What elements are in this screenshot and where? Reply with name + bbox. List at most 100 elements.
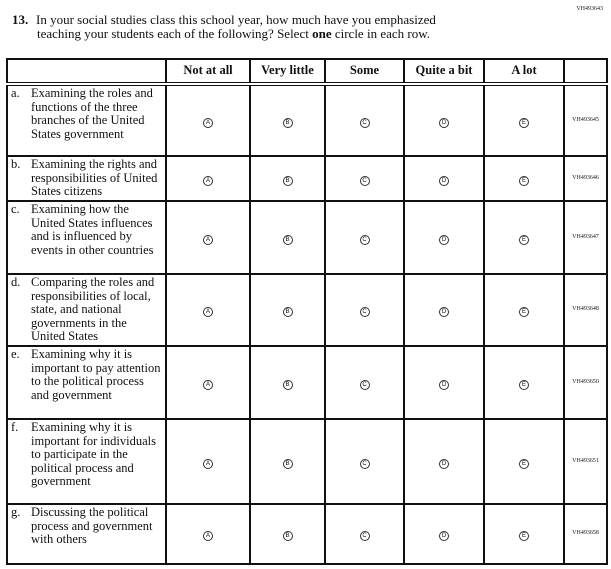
option-cell: B xyxy=(249,200,326,275)
option-cell: D xyxy=(403,345,485,420)
row-letter: g. xyxy=(11,505,21,519)
response-bubble[interactable]: B xyxy=(282,379,293,390)
option-cell: E xyxy=(483,345,565,420)
response-bubble[interactable]: A xyxy=(203,307,213,317)
option-cell: C xyxy=(324,418,405,505)
question-text: 13. In your social studies class this sch… xyxy=(12,13,436,41)
response-bubble[interactable]: E xyxy=(519,307,529,317)
option-cell: B xyxy=(249,83,326,157)
response-bubble[interactable]: B xyxy=(282,531,293,541)
row-label: f. Examining why it is important for indi… xyxy=(6,418,167,505)
response-bubble[interactable]: C xyxy=(359,175,370,186)
column-header: Some xyxy=(324,58,405,86)
option-cell: A xyxy=(165,345,251,420)
response-bubble[interactable]: E xyxy=(519,458,529,469)
option-cell: C xyxy=(324,83,405,157)
table-row: e. Examining why it is important to pay a… xyxy=(6,345,608,420)
header-code-blank xyxy=(563,58,608,86)
option-cell: A xyxy=(165,503,251,565)
table-row: a. Examining the roles and functions of t… xyxy=(6,83,608,157)
table-row: g. Discussing the political process and g… xyxy=(6,503,608,565)
response-bubble[interactable]: E xyxy=(519,175,529,186)
response-bubble[interactable]: D xyxy=(439,175,449,186)
response-bubble[interactable]: A xyxy=(203,531,213,541)
column-header: Not at all xyxy=(165,58,251,86)
response-bubble[interactable]: B xyxy=(282,307,293,317)
option-cell: C xyxy=(324,200,405,275)
table-row: f. Examining why it is important for indi… xyxy=(6,418,608,505)
response-bubble[interactable]: E xyxy=(519,531,529,541)
row-text: Discussing the political process and gov… xyxy=(31,505,153,546)
table-row: b. Examining the rights and responsibilit… xyxy=(6,155,608,202)
option-cell: D xyxy=(403,273,485,347)
row-letter: b. xyxy=(11,157,21,171)
item-code: VH493650 xyxy=(563,345,608,420)
option-cell: A xyxy=(165,155,251,202)
response-bubble[interactable]: E xyxy=(519,117,529,128)
response-bubble[interactable]: C xyxy=(359,117,370,128)
option-cell: A xyxy=(165,200,251,275)
column-header: Very little xyxy=(249,58,326,86)
response-bubble[interactable]: A xyxy=(203,117,213,128)
response-bubble[interactable]: D xyxy=(439,458,449,469)
item-code: VH493648 xyxy=(563,273,608,347)
response-bubble[interactable]: B xyxy=(282,234,293,245)
option-cell: E xyxy=(483,273,565,347)
response-bubble[interactable]: D xyxy=(439,307,449,317)
response-bubble[interactable]: B xyxy=(282,458,293,469)
option-cell: A xyxy=(165,418,251,505)
response-bubble[interactable]: C xyxy=(359,458,370,469)
row-label: c. Examining how the United States influe… xyxy=(6,200,167,275)
question-line-1: In your social studies class this school… xyxy=(36,12,436,27)
option-cell: D xyxy=(403,200,485,275)
response-bubble[interactable]: B xyxy=(282,117,293,128)
item-code: VH493646 xyxy=(563,155,608,202)
row-text: Examining the rights and responsibilitie… xyxy=(31,157,158,198)
option-cell: E xyxy=(483,418,565,505)
row-label: a. Examining the roles and functions of t… xyxy=(6,83,167,157)
row-letter: d. xyxy=(11,275,21,289)
row-letter: f. xyxy=(11,420,19,434)
row-text: Examining how the United States influenc… xyxy=(31,202,154,257)
option-cell: B xyxy=(249,345,326,420)
question-line-2: teaching your students each of the follo… xyxy=(37,26,313,41)
option-cell: C xyxy=(324,273,405,347)
option-cell: B xyxy=(249,155,326,202)
response-bubble[interactable]: A xyxy=(203,175,213,186)
response-bubble[interactable]: D xyxy=(439,379,449,390)
option-cell: D xyxy=(403,418,485,505)
column-header: A lot xyxy=(483,58,565,86)
response-bubble[interactable]: A xyxy=(203,234,213,245)
row-label: g. Discussing the political process and g… xyxy=(6,503,167,565)
response-bubble[interactable]: D xyxy=(439,531,449,541)
response-bubble[interactable]: C xyxy=(359,307,370,317)
response-bubble[interactable]: E xyxy=(519,234,529,245)
option-cell: E xyxy=(483,155,565,202)
option-cell: C xyxy=(324,155,405,202)
response-bubble[interactable]: D xyxy=(439,234,449,245)
header-blank xyxy=(6,58,167,86)
option-cell: D xyxy=(403,503,485,565)
row-label: d. Comparing the roles and responsibiliti… xyxy=(6,273,167,347)
response-bubble[interactable]: E xyxy=(519,379,529,390)
response-bubble[interactable]: C xyxy=(359,234,370,245)
option-cell: C xyxy=(324,503,405,565)
option-cell: B xyxy=(249,273,326,347)
response-bubble[interactable]: B xyxy=(282,175,293,186)
response-bubble[interactable]: D xyxy=(439,117,449,128)
row-label: b. Examining the rights and responsibilit… xyxy=(6,155,167,202)
response-grid: Not at all Very little Some Quite a bit A lo… xyxy=(6,58,608,565)
item-code: VH493651 xyxy=(563,418,608,505)
response-bubble[interactable]: A xyxy=(203,379,213,390)
row-letter: a. xyxy=(11,86,20,100)
option-cell: A xyxy=(165,83,251,157)
response-bubble[interactable]: A xyxy=(203,458,213,469)
option-cell: D xyxy=(403,83,485,157)
column-header: Quite a bit xyxy=(403,58,485,86)
option-cell: D xyxy=(403,155,485,202)
response-bubble[interactable]: C xyxy=(359,379,370,390)
option-cell: E xyxy=(483,503,565,565)
question-number: 13. xyxy=(12,12,29,27)
response-bubble[interactable]: C xyxy=(359,531,370,541)
option-cell: C xyxy=(324,345,405,420)
